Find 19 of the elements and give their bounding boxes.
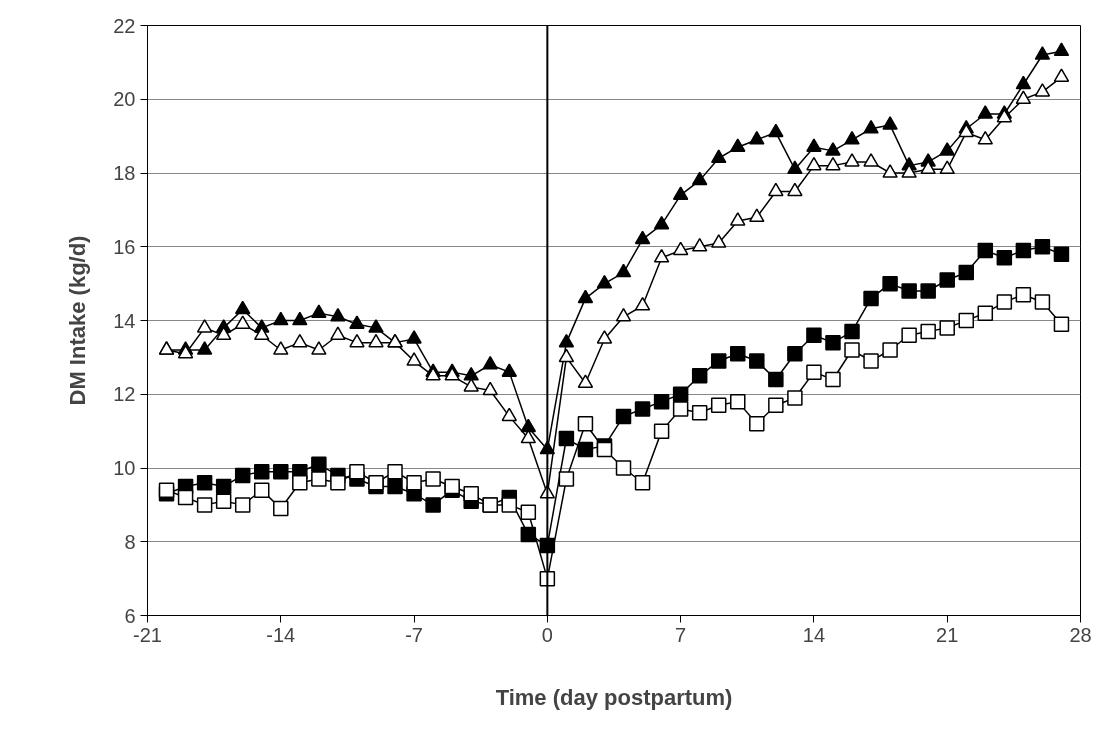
y-tick-label: 16 <box>113 235 136 258</box>
x-tick-label: -21 <box>133 623 162 646</box>
x-tick-label: 28 <box>1069 623 1092 646</box>
y-tick-label: 20 <box>113 88 136 111</box>
x-tick-label: -14 <box>266 623 296 646</box>
x-axis-title: Time (day postpartum) <box>495 684 733 710</box>
x-tick-label: 0 <box>541 623 553 646</box>
y-tick-label: 22 <box>113 14 136 37</box>
y-tick-label: 18 <box>113 162 136 184</box>
y-tick-label: 12 <box>113 383 136 406</box>
y-tick-label: 10 <box>113 457 136 479</box>
x-tick-label: 7 <box>675 623 687 646</box>
y-axis-title: DM Intake (kg/d) <box>65 235 91 406</box>
y-tick-label: 8 <box>124 530 136 553</box>
x-tick-label: 21 <box>936 623 959 646</box>
x-tick-label: -7 <box>405 623 423 646</box>
y-tick-label: 6 <box>124 604 136 627</box>
y-tick-label: 14 <box>113 309 136 332</box>
x-tick-label: 14 <box>802 623 826 646</box>
